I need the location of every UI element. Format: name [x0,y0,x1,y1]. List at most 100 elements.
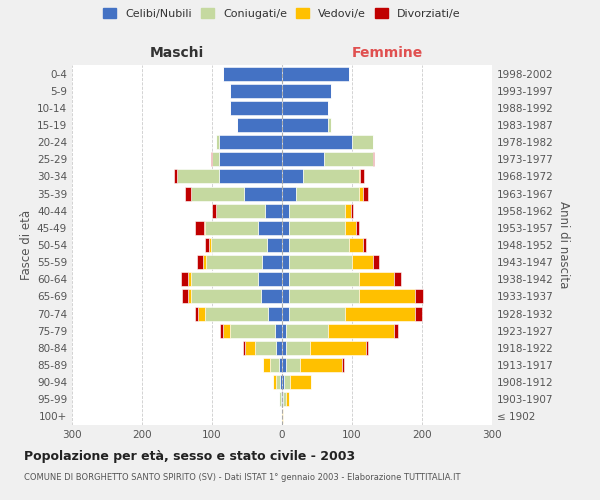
Bar [361,170,364,183]
Bar [345,204,350,218]
Y-axis label: Anni di nascita: Anni di nascita [557,202,570,288]
Bar [220,324,223,338]
Bar [277,341,282,355]
Bar [362,238,366,252]
Bar [219,170,282,183]
Bar [173,170,177,183]
Bar [283,392,286,406]
Bar [359,170,361,183]
Bar [277,375,280,389]
Bar [282,221,289,235]
Bar [359,272,394,286]
Bar [257,272,282,286]
Bar [223,324,229,338]
Bar [194,306,198,320]
Bar [289,306,345,320]
Bar [282,255,289,269]
Bar [341,358,344,372]
Bar [229,324,275,338]
Bar [198,306,205,320]
Bar [289,255,352,269]
Bar [299,358,341,372]
Bar [282,272,289,286]
Bar [282,324,286,338]
Bar [229,101,282,115]
Bar [219,135,282,149]
Bar [282,186,296,200]
Bar [394,324,398,338]
Bar [211,238,266,252]
Bar [187,272,191,286]
Bar [282,238,289,252]
Bar [212,204,215,218]
Bar [215,204,265,218]
Bar [278,358,282,372]
Bar [205,238,209,252]
Bar [243,341,245,355]
Bar [279,392,281,406]
Bar [236,118,282,132]
Bar [205,306,268,320]
Bar [282,306,289,320]
Bar [262,255,282,269]
Bar [203,221,205,235]
Bar [359,186,362,200]
Bar [324,152,373,166]
Text: Popolazione per età, sesso e stato civile - 2003: Popolazione per età, sesso e stato civil… [24,450,355,463]
Bar [352,255,373,269]
Bar [223,66,282,80]
Bar [197,255,203,269]
Bar [289,290,359,304]
Bar [282,84,331,98]
Bar [345,221,355,235]
Bar [281,392,282,406]
Bar [245,341,256,355]
Bar [282,375,284,389]
Bar [310,341,366,355]
Bar [244,186,282,200]
Bar [256,341,277,355]
Bar [203,255,206,269]
Bar [289,238,349,252]
Bar [286,358,299,372]
Bar [373,255,379,269]
Bar [268,306,282,320]
Bar [328,324,394,338]
Bar [290,375,311,389]
Bar [359,290,415,304]
Bar [286,341,310,355]
Bar [191,290,261,304]
Bar [282,358,286,372]
Bar [284,375,290,389]
Bar [211,152,212,166]
Text: Maschi: Maschi [150,46,204,60]
Bar [195,221,203,235]
Bar [275,324,282,338]
Bar [286,392,289,406]
Bar [289,204,345,218]
Bar [206,255,262,269]
Bar [289,272,359,286]
Bar [219,152,282,166]
Bar [280,375,282,389]
Bar [187,290,191,304]
Bar [257,221,282,235]
Bar [282,170,303,183]
Bar [191,186,244,200]
Bar [270,358,278,372]
Bar [303,170,359,183]
Bar [282,135,352,149]
Bar [415,290,424,304]
Bar [282,290,289,304]
Bar [282,204,289,218]
Bar [282,341,286,355]
Bar [263,358,270,372]
Y-axis label: Fasce di età: Fasce di età [20,210,33,280]
Bar [265,204,282,218]
Bar [362,186,368,200]
Bar [366,341,368,355]
Text: COMUNE DI BORGHETTO SANTO SPIRITO (SV) - Dati ISTAT 1° gennaio 2003 - Elaborazio: COMUNE DI BORGHETTO SANTO SPIRITO (SV) -… [24,472,461,482]
Legend: Celibi/Nubili, Coniugati/e, Vedovi/e, Divorziati/e: Celibi/Nubili, Coniugati/e, Vedovi/e, Di… [103,8,461,19]
Bar [282,66,349,80]
Bar [286,324,328,338]
